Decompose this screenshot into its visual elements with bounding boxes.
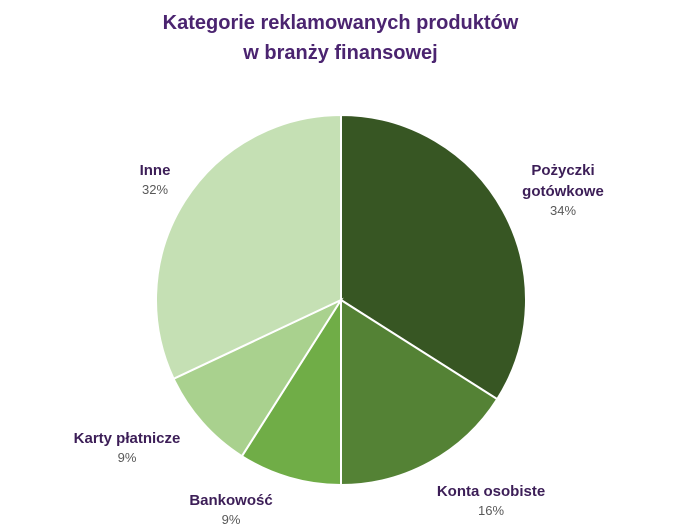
- slice-label: Pożyczki gotówkowe 34%: [508, 160, 618, 220]
- pie-slice: [340, 113, 527, 401]
- slice-label: Konta osobiste 16%: [421, 481, 561, 520]
- category-label: Konta osobiste: [436, 483, 546, 500]
- category-label: Pożyczki gotówkowe: [522, 162, 604, 200]
- pie-slice: [340, 298, 499, 487]
- value-label: 9%: [117, 450, 137, 465]
- pie-slice: [155, 113, 342, 381]
- value-label: 9%: [221, 512, 241, 527]
- category-label: Karty płatnicze: [73, 430, 181, 447]
- pie-slice: [240, 296, 342, 487]
- slice-label: Karty płatnicze 9%: [57, 428, 197, 467]
- category-label: Bankowość: [189, 492, 273, 509]
- value-label: 16%: [477, 503, 505, 518]
- chart-title: w branży finansowej: [243, 42, 438, 64]
- value-label: 32%: [141, 182, 169, 197]
- chart-title: Kategorie reklamowanych produktów: [162, 12, 519, 34]
- value-label: 34%: [549, 203, 577, 218]
- pie-slice: [172, 297, 344, 458]
- category-label: Inne: [139, 162, 171, 179]
- slice-label: Inne 32%: [115, 160, 195, 199]
- slice-label: Bankowość 9%: [171, 490, 291, 529]
